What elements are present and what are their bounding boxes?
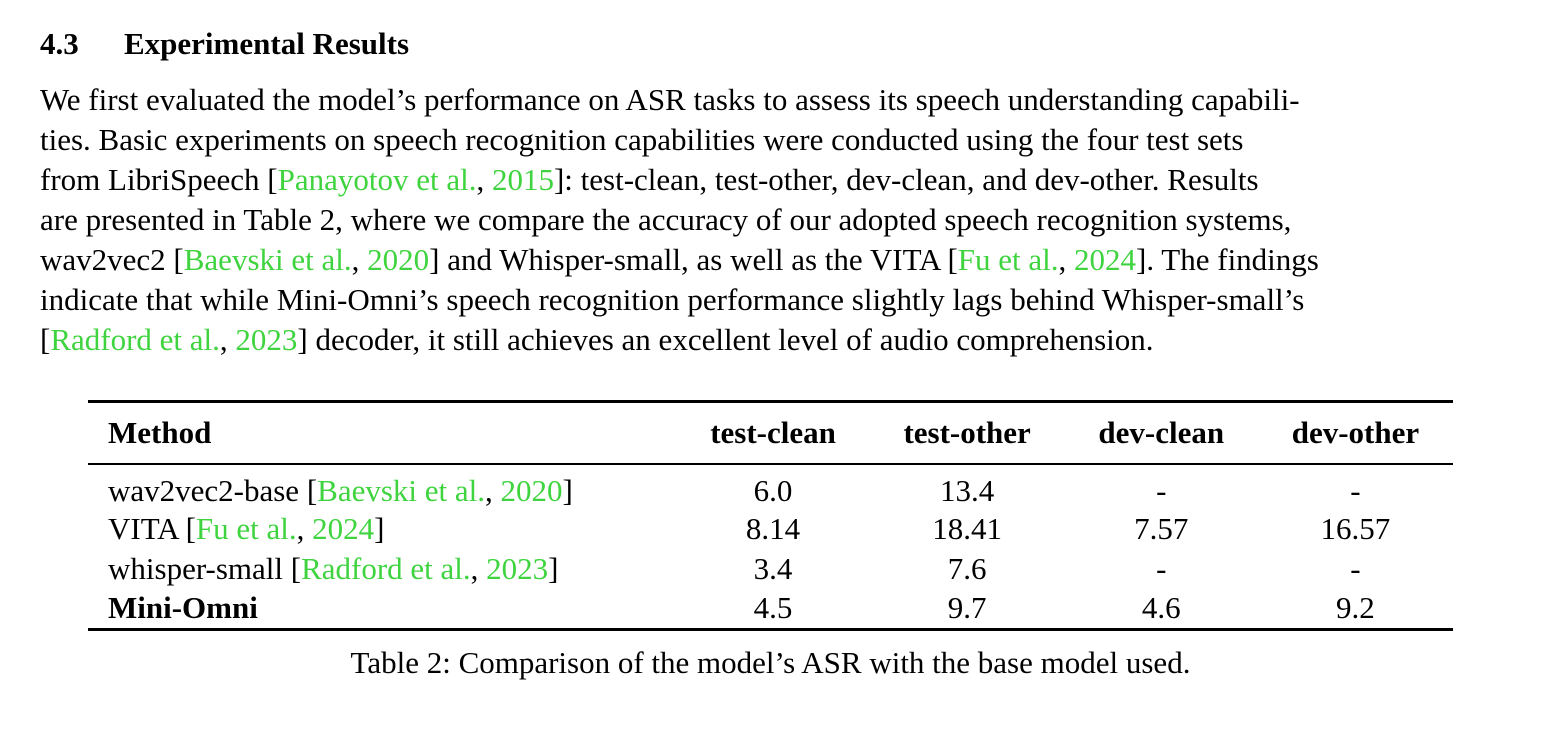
results-table: Method test-clean test-other dev-clean d… — [88, 400, 1453, 631]
text-run: ] decoder, it still achieves an excellen… — [297, 322, 1154, 357]
value-cell: - — [1350, 473, 1361, 508]
citation-link[interactable]: Fu et al. — [957, 242, 1059, 277]
citation-link[interactable]: 2020 — [500, 473, 563, 508]
text-run: , — [1058, 242, 1075, 277]
citation-link[interactable]: Baevski et al. — [183, 242, 352, 277]
paragraph-line: [Radford et al., 2023] decoder, it still… — [40, 320, 1500, 360]
text-run: ties. Basic experiments on speech recogn… — [40, 122, 1244, 157]
text-run: , — [351, 242, 368, 277]
results-paragraph: We first evaluated the model’s performan… — [40, 80, 1500, 360]
value-cell: 9.7 — [947, 590, 987, 626]
text-run: are presented in Table 2, where we compa… — [40, 202, 1292, 237]
text-run: whisper-small [ — [108, 551, 302, 586]
value-cell: 6.0 — [753, 473, 793, 508]
method-cell: wav2vec2-base [Baevski et al., 2020] — [88, 464, 676, 509]
text-run: [ — [40, 322, 51, 357]
paragraph-line: We first evaluated the model’s performan… — [40, 80, 1500, 120]
text-run: , — [296, 511, 313, 546]
section-heading: 4.3 Experimental Results — [40, 24, 409, 64]
citation-link[interactable]: 2024 — [1074, 242, 1137, 277]
text-run: , — [485, 473, 501, 508]
value-cell: 7.57 — [1134, 511, 1189, 546]
value-cell: 4.5 — [753, 590, 793, 626]
value-cell: - — [1350, 551, 1361, 586]
paragraph-line: wav2vec2 [Baevski et al., 2020] and Whis… — [40, 240, 1500, 280]
method-cell: whisper-small [Radford et al., 2023] — [88, 549, 676, 589]
table-row: Mini-Omni 4.5 9.7 4.6 9.2 — [88, 589, 1453, 629]
text-run: wav2vec2 [ — [40, 242, 184, 277]
paragraph-line: ties. Basic experiments on speech recogn… — [40, 120, 1500, 160]
text-run: ] — [548, 551, 559, 586]
text-run: from LibriSpeech [ — [40, 162, 278, 197]
table-header-row: Method test-clean test-other dev-clean d… — [88, 401, 1453, 464]
paragraph-line: are presented in Table 2, where we compa… — [40, 200, 1500, 240]
text-run: ] — [562, 473, 573, 508]
citation-link[interactable]: 2023 — [486, 551, 549, 586]
citation-link[interactable]: Radford et al. — [301, 551, 471, 586]
citation-link[interactable]: Fu et al. — [195, 511, 297, 546]
text-run: wav2vec2-base [ — [108, 473, 318, 508]
text-run: ]. The findings — [1136, 242, 1319, 277]
paragraph-line: from LibriSpeech [Panayotov et al., 2015… — [40, 160, 1500, 200]
text-run: VITA [ — [108, 511, 196, 546]
citation-link[interactable]: Radford et al. — [50, 322, 220, 357]
citation-link[interactable]: 2023 — [235, 322, 298, 357]
section-number: 4.3 — [40, 26, 79, 61]
value-cell: 16.57 — [1320, 511, 1391, 546]
value-cell: 13.4 — [940, 473, 995, 508]
citation-link[interactable]: Baevski et al. — [317, 473, 486, 508]
value-cell: 18.41 — [932, 511, 1002, 546]
text-run: Mini-Omni — [108, 590, 258, 626]
table-caption: Table 2: Comparison of the model’s ASR w… — [350, 645, 1191, 680]
section-title: Experimental Results — [124, 26, 410, 61]
value-cell: 8.14 — [745, 511, 801, 546]
header-test-clean: test-clean — [710, 415, 836, 450]
value-cell: 3.4 — [753, 551, 793, 586]
text-run: ] and Whisper-small, as well as the VITA… — [429, 242, 958, 277]
citation-link[interactable]: 2020 — [367, 242, 430, 277]
text-run: , — [219, 322, 236, 357]
value-cell: 9.2 — [1336, 590, 1375, 626]
citation-link[interactable]: 2015 — [491, 162, 554, 197]
text-run: ] — [374, 511, 385, 546]
header-dev-other: dev-other — [1291, 415, 1420, 450]
value-cell: - — [1156, 473, 1167, 508]
header-method: Method — [108, 415, 212, 450]
text-run: , — [470, 551, 487, 586]
value-cell: - — [1156, 551, 1167, 586]
table-row: wav2vec2-base [Baevski et al., 2020] 6.0 1… — [88, 464, 1453, 509]
table-row: whisper-small [Radford et al., 2023] 3.4 7… — [88, 549, 1453, 589]
text-run: , — [476, 162, 492, 197]
method-cell: VITA [Fu et al., 2024] — [88, 509, 676, 549]
citation-link[interactable]: Panayotov et al. — [277, 162, 477, 197]
header-dev-clean: dev-clean — [1098, 415, 1225, 450]
table-row: VITA [Fu et al., 2024] 8.14 18.41 7.57 16.57 — [88, 509, 1453, 549]
text-run: ]: test-clean, test-other, dev-clean, an… — [553, 162, 1259, 197]
citation-link[interactable]: 2024 — [312, 511, 375, 546]
value-cell: 4.6 — [1141, 590, 1181, 626]
value-cell: 7.6 — [947, 551, 987, 586]
header-test-other: test-other — [903, 415, 1031, 450]
method-cell: Mini-Omni — [88, 589, 676, 629]
text-run: indicate that while Mini-Omni’s speech r… — [40, 282, 1305, 317]
paragraph-line: indicate that while Mini-Omni’s speech r… — [40, 280, 1500, 320]
text-run: We first evaluated the model’s performan… — [40, 82, 1300, 117]
